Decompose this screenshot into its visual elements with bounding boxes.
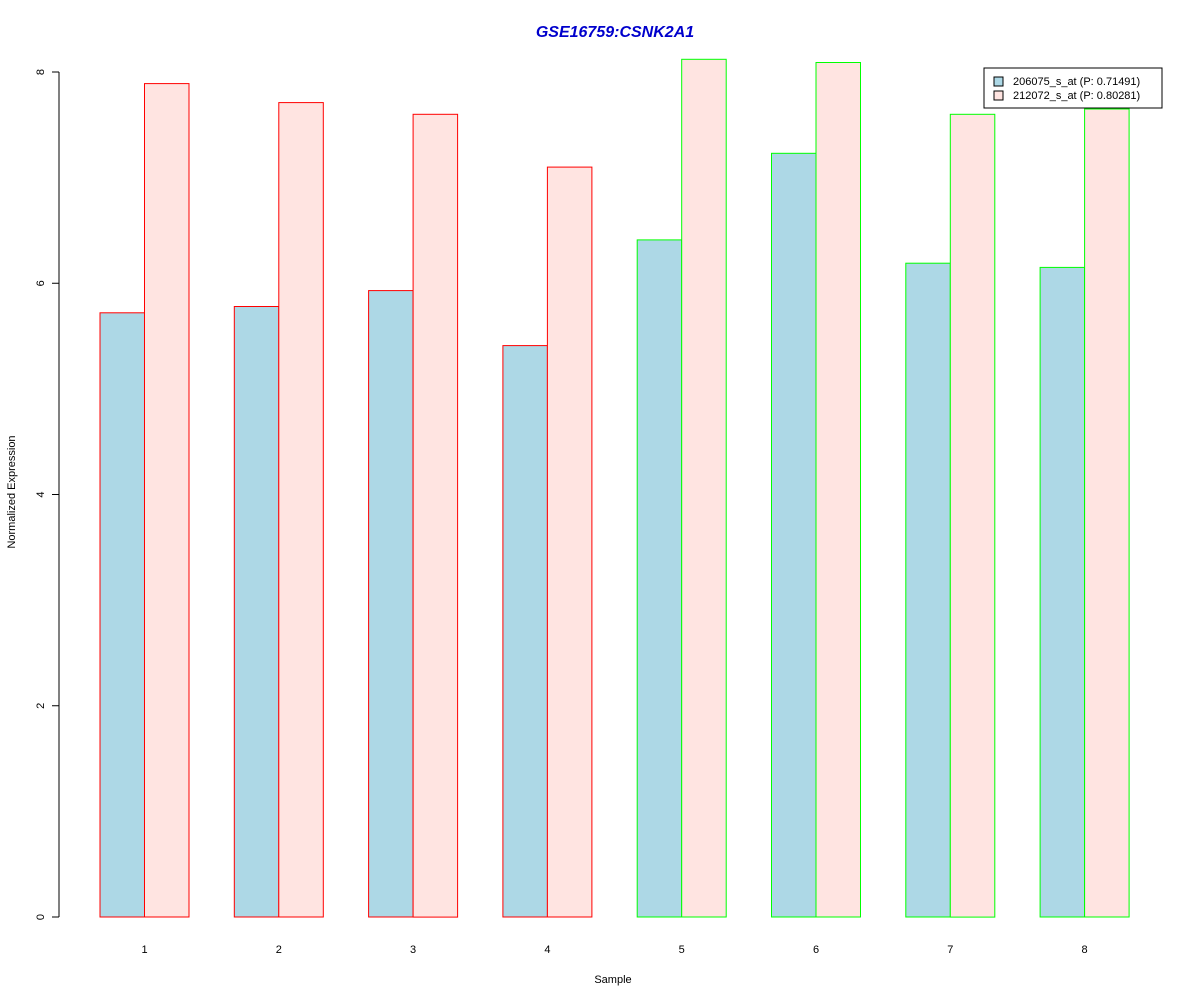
x-tick-label: 2 bbox=[276, 944, 282, 956]
bar-sample-4-series-2 bbox=[546, 166, 593, 918]
x-axis: 1 2 3 4 5 6 7 8 bbox=[141, 944, 1087, 956]
bars-layer bbox=[99, 58, 1130, 918]
legend-swatch-2 bbox=[993, 90, 1004, 101]
bar-sample-2-series-1 bbox=[233, 306, 280, 918]
y-axis: 0 2 4 6 8 bbox=[35, 69, 60, 920]
x-tick-label: 6 bbox=[813, 944, 819, 956]
y-tick-label: 8 bbox=[35, 69, 47, 75]
bar-sample-3-series-1 bbox=[368, 290, 414, 918]
bar-sample-6-series-2 bbox=[815, 62, 861, 918]
x-tick-label: 3 bbox=[410, 944, 416, 956]
bar-sample-6-series-1 bbox=[771, 152, 817, 918]
bar-sample-2-series-2 bbox=[278, 102, 324, 918]
legend-swatch-1 bbox=[993, 76, 1004, 87]
x-tick-label: 7 bbox=[947, 944, 953, 956]
y-tick-label: 2 bbox=[35, 703, 47, 709]
bar-sample-7-series-1 bbox=[905, 262, 951, 918]
bar-sample-3-series-2 bbox=[412, 113, 459, 918]
bar-sample-8-series-2 bbox=[1084, 108, 1130, 918]
legend: 206075_s_at (P: 0.71491) 212072_s_at (P: … bbox=[983, 67, 1163, 109]
y-tick-label: 0 bbox=[35, 914, 47, 920]
bar-sample-7-series-2 bbox=[949, 113, 996, 918]
bar-sample-1-series-2 bbox=[144, 83, 190, 918]
chart-title: GSE16759:CSNK2A1 bbox=[536, 24, 694, 41]
bar-sample-4-series-1 bbox=[502, 345, 548, 918]
x-tick-label: 4 bbox=[544, 944, 550, 956]
bar-sample-5-series-1 bbox=[636, 239, 683, 918]
y-axis-label: Normalized Expression bbox=[6, 435, 18, 548]
bar-sample-8-series-1 bbox=[1039, 266, 1086, 918]
bar-sample-1-series-1 bbox=[99, 312, 145, 918]
x-tick-label: 5 bbox=[679, 944, 685, 956]
x-axis-label: Sample bbox=[594, 974, 631, 986]
legend-label-1: 206075_s_at (P: 0.71491) bbox=[1013, 76, 1140, 88]
legend-box bbox=[983, 67, 1163, 109]
y-tick-label: 4 bbox=[35, 491, 47, 497]
x-tick-label: 1 bbox=[141, 944, 147, 956]
legend-label-2: 212072_s_at (P: 0.80281) bbox=[1013, 90, 1140, 102]
bar-sample-5-series-2 bbox=[681, 58, 727, 918]
x-tick-label: 8 bbox=[1082, 944, 1088, 956]
y-tick-label: 6 bbox=[35, 280, 47, 286]
